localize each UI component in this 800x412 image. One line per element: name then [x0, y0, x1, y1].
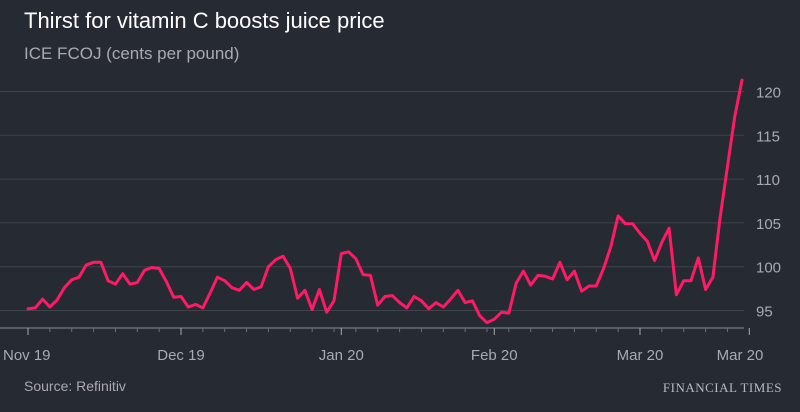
chart-title: Thirst for vitamin C boosts juice price — [24, 8, 385, 33]
y-tick-label: 110 — [756, 172, 780, 189]
x-tick-label: Mar 20 — [717, 347, 764, 364]
y-tick-label: 105 — [756, 216, 781, 233]
series-layer — [26, 78, 744, 325]
y-tick-label: 95 — [756, 303, 773, 320]
series-line-fcoj — [26, 78, 744, 325]
gridlines — [0, 91, 744, 311]
x-tick-label: Feb 20 — [471, 347, 518, 364]
x-tick-label: Jan 20 — [319, 347, 364, 364]
ft-logo: FINANCIAL TIMES — [662, 380, 782, 395]
y-tick-label: 100 — [756, 260, 781, 277]
chart-subtitle: ICE FCOJ (cents per pound) — [24, 44, 240, 63]
x-axis-labels: Nov 19 Dec 19 Jan 20 Feb 20 Mar 20 Mar 20 — [3, 347, 763, 364]
x-tick-label: Mar 20 — [617, 347, 664, 364]
y-tick-label: 120 — [756, 85, 781, 102]
y-tick-label: 115 — [756, 128, 780, 145]
y-axis: 95 100 105 110 115 120 — [756, 85, 781, 321]
x-tick-label: Dec 19 — [157, 347, 205, 364]
x-tick-label: Nov 19 — [3, 347, 51, 364]
source-note: Source: Refinitiv — [24, 378, 126, 394]
x-axis — [0, 327, 750, 335]
